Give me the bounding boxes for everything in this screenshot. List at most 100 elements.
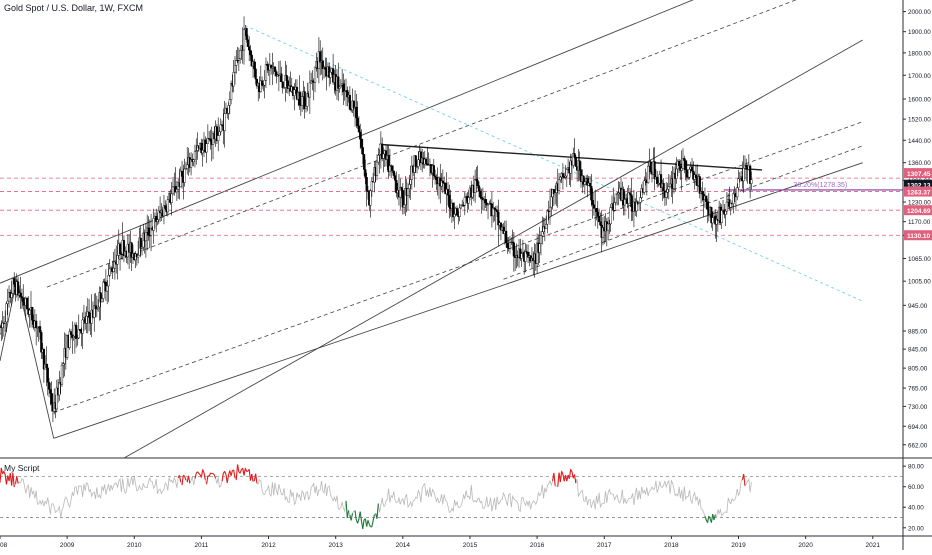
candle-body xyxy=(219,132,221,136)
price-tick-label: 1900.00 xyxy=(908,29,931,36)
candle-body xyxy=(26,298,28,309)
candle-body xyxy=(82,320,84,333)
trendline-channel-middle[interactable] xyxy=(0,40,863,528)
candle-body xyxy=(233,72,235,86)
candle-body xyxy=(95,306,97,309)
candle-body xyxy=(598,216,600,222)
candle-body xyxy=(224,114,226,131)
candle-body xyxy=(75,325,77,339)
candle-body xyxy=(319,52,321,63)
overbought-segment xyxy=(236,464,237,479)
trendline-early-leg-b[interactable] xyxy=(17,279,54,438)
time-tick-label: 2014 xyxy=(396,542,411,549)
candle-body xyxy=(97,307,99,309)
trendline-long-term-downtrend[interactable] xyxy=(245,26,863,302)
candle-body xyxy=(210,139,212,142)
candle-body xyxy=(145,232,147,241)
candle-body xyxy=(119,244,121,254)
candle-body xyxy=(447,189,449,195)
candle-body xyxy=(732,193,734,203)
candle-body xyxy=(324,67,326,69)
candle-body xyxy=(701,191,703,194)
candle-body xyxy=(725,211,727,214)
candle-body xyxy=(663,183,665,191)
candle-body xyxy=(274,67,276,72)
candle-body xyxy=(383,154,385,158)
candle-body xyxy=(137,255,139,257)
candle-body xyxy=(435,177,437,180)
candle-body xyxy=(401,188,403,191)
overbought-segment xyxy=(0,468,1,483)
candle-body xyxy=(408,184,410,188)
overbought-segment xyxy=(195,473,196,478)
candle-body xyxy=(309,83,311,97)
candle-body xyxy=(46,364,48,368)
candle-body xyxy=(590,186,592,200)
candle-body xyxy=(11,294,13,298)
candle-body xyxy=(496,210,498,211)
candle-body xyxy=(364,169,366,177)
overbought-segment xyxy=(234,470,235,478)
candle-body xyxy=(304,92,306,109)
oversold-segment xyxy=(369,524,370,527)
trendline-channel-lower[interactable] xyxy=(54,163,863,439)
candle-body xyxy=(206,144,208,152)
trendline-channel-middle-dashed[interactable] xyxy=(54,122,863,413)
time-tick-label: 2021 xyxy=(866,542,881,549)
candle-body xyxy=(575,157,577,166)
candle-body xyxy=(454,214,456,217)
candle-body xyxy=(261,81,263,86)
candle-body xyxy=(689,169,691,177)
trendline-channel-upper-dashed[interactable] xyxy=(47,0,863,287)
candle-body xyxy=(685,161,687,170)
candle-body xyxy=(558,180,560,191)
time-tick-label: 2017 xyxy=(597,542,612,549)
candle-body xyxy=(705,196,707,202)
candle-body xyxy=(88,312,90,317)
candle-body xyxy=(337,77,339,89)
candle-body xyxy=(614,203,616,211)
overbought-segment xyxy=(575,475,576,484)
price-tick-label: 1065.00 xyxy=(908,256,931,263)
oscillator-line[interactable] xyxy=(0,465,751,529)
time-tick-label: 2013 xyxy=(328,542,343,549)
candle-body xyxy=(340,85,342,87)
candle-body xyxy=(485,199,487,203)
candle-body xyxy=(330,72,332,77)
candle-body xyxy=(647,166,649,183)
oversold-segment xyxy=(355,511,356,520)
candle-body xyxy=(545,224,547,228)
candle-body xyxy=(394,176,396,181)
candle-body xyxy=(61,365,63,384)
candle-body xyxy=(255,69,257,79)
price-tick-label: 1440.00 xyxy=(908,138,931,145)
candle-body xyxy=(62,364,64,366)
candle-body xyxy=(7,301,9,304)
osc-tick-label: 40.00 xyxy=(908,505,924,512)
candle-body xyxy=(665,192,667,197)
oversold-segment xyxy=(373,515,374,521)
overbought-segment xyxy=(252,474,253,481)
candle-body xyxy=(513,243,515,257)
overbought-segment xyxy=(185,476,186,480)
candle-body xyxy=(286,75,288,80)
candle-body xyxy=(566,169,568,176)
candle-body xyxy=(73,336,75,337)
candle-body xyxy=(392,166,394,171)
oversold-segment xyxy=(368,520,369,524)
time-axis: 2008200920102011201220132014201520162017… xyxy=(0,536,880,549)
overbought-segment xyxy=(203,470,204,473)
candle-body xyxy=(599,222,601,225)
candle-body xyxy=(415,156,417,167)
time-tick-label: 2016 xyxy=(530,542,545,549)
candle-body xyxy=(448,195,450,207)
oversold-segment xyxy=(705,516,706,520)
candle-body xyxy=(108,275,110,286)
candle-body xyxy=(366,177,368,191)
candle-body xyxy=(301,97,303,106)
overbought-segment xyxy=(207,476,208,484)
